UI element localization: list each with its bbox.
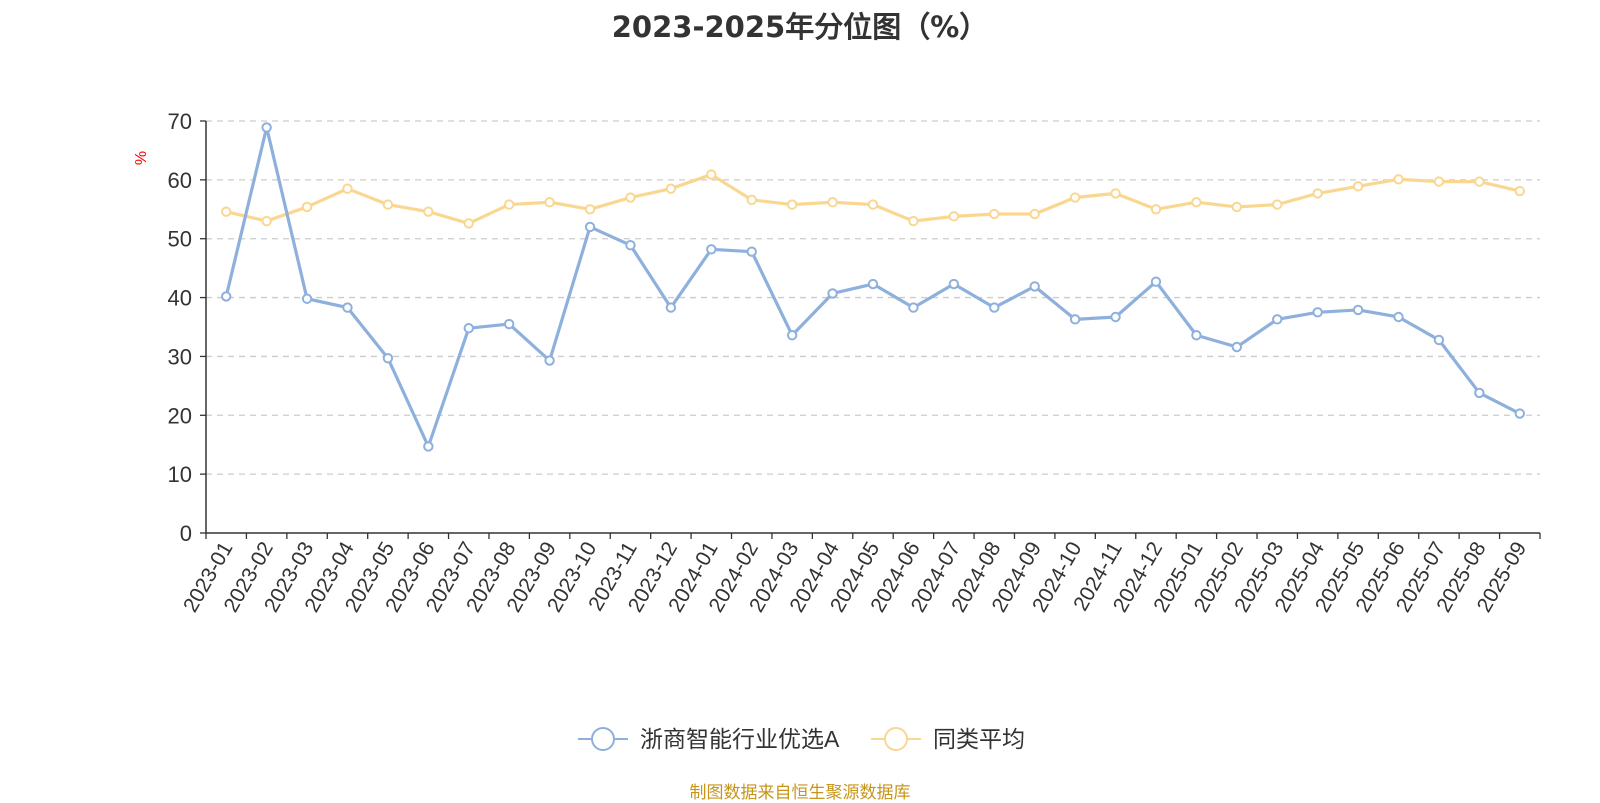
y-tick-label: 30 [168, 344, 192, 369]
y-axis-unit: % [133, 151, 150, 165]
y-tick-label: 60 [168, 168, 192, 193]
data-point [1393, 174, 1404, 185]
data-point [544, 197, 555, 208]
series [221, 122, 1525, 452]
data-point [908, 302, 919, 313]
data-point [544, 355, 555, 366]
y-tick-label: 50 [168, 227, 192, 252]
data-source-note: 制图数据来自恒生聚源数据库 [689, 783, 911, 803]
data-point [746, 246, 757, 257]
data-point [342, 183, 353, 194]
data-point [584, 221, 596, 233]
data-point [827, 288, 838, 299]
data-point [1312, 188, 1323, 199]
data-point [1110, 311, 1121, 323]
data-point [786, 330, 798, 341]
data-point [989, 302, 1000, 313]
x-axis: 2023-012023-022023-032023-042023-052023-… [179, 533, 1541, 616]
data-point [625, 239, 636, 251]
data-point [1191, 330, 1202, 341]
data-point [584, 204, 596, 215]
data-point [1272, 314, 1283, 325]
data-point [423, 441, 434, 452]
data-point [706, 169, 717, 180]
data-point [1433, 176, 1445, 187]
data-point [221, 206, 232, 217]
chart-title: 2023-2025年分位图（%） [611, 10, 989, 44]
data-point [1029, 281, 1040, 292]
axes [205, 121, 1540, 534]
data-point [1272, 199, 1283, 210]
legend-label: 同类平均 [933, 726, 1025, 752]
data-point [221, 291, 232, 302]
data-point [503, 199, 515, 210]
legend-item[interactable]: 同类平均 [871, 726, 1025, 752]
y-tick-label: 0 [180, 521, 192, 546]
y-tick-label: 70 [168, 109, 192, 134]
data-point [503, 318, 515, 330]
data-point [706, 244, 717, 255]
data-point [908, 215, 919, 227]
series-layer [221, 122, 1525, 452]
data-point [382, 352, 394, 364]
data-point [867, 278, 879, 290]
data-point [1352, 304, 1364, 316]
data-point [625, 192, 636, 203]
data-point [261, 215, 272, 227]
data-point [301, 293, 313, 304]
data-point [1191, 197, 1202, 208]
gridlines [206, 120, 1540, 475]
legend[interactable]: 浙商智能行业优选A 同类平均 [578, 726, 1025, 752]
data-point [301, 201, 313, 213]
data-point [1069, 314, 1081, 325]
data-point [786, 199, 798, 210]
data-point [1110, 188, 1121, 199]
data-point [1029, 208, 1040, 220]
data-point [1150, 276, 1162, 287]
data-point [261, 122, 272, 133]
legend-item[interactable]: 浙商智能行业优选A [578, 726, 840, 752]
data-point [746, 194, 757, 206]
data-point [1069, 192, 1081, 203]
data-point [1231, 341, 1243, 353]
legend-label: 浙商智能行业优选A [640, 726, 840, 752]
legend-marker [884, 727, 908, 751]
y-tick-label: 40 [168, 286, 192, 311]
y-tick-label: 10 [168, 462, 192, 487]
data-point [463, 218, 474, 229]
data-point [665, 302, 677, 313]
data-point [382, 199, 394, 210]
data-point [1514, 408, 1525, 419]
y-axis: 0 10 20 30 40 50 60 70 [168, 109, 206, 546]
data-point [463, 322, 474, 334]
data-point [1514, 185, 1525, 197]
data-point [342, 302, 353, 313]
data-point [1231, 201, 1243, 213]
data-point [1352, 181, 1364, 192]
data-point [989, 208, 1000, 220]
y-tick-label: 20 [168, 403, 192, 428]
legend-marker [591, 727, 615, 751]
data-point [948, 211, 960, 222]
data-point [1474, 387, 1485, 399]
data-point [1150, 204, 1162, 215]
data-point [1474, 176, 1485, 187]
data-point [867, 199, 879, 210]
series-line [224, 172, 1522, 226]
data-point [665, 183, 677, 194]
data-point [1433, 334, 1445, 346]
data-point [948, 278, 960, 290]
series [221, 169, 1525, 229]
data-point [1393, 311, 1404, 323]
data-point [1312, 307, 1323, 318]
data-point [827, 197, 838, 208]
data-point [423, 206, 434, 217]
